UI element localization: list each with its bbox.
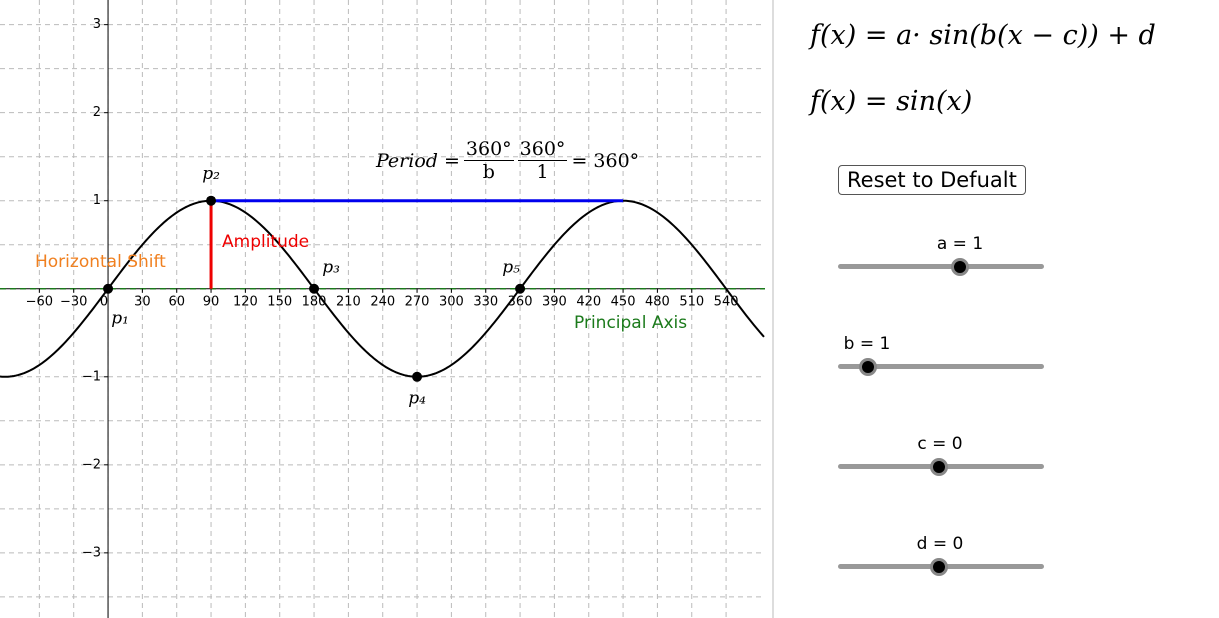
- x-tick-label: 240: [370, 294, 395, 309]
- annotation: Amplitude: [222, 232, 309, 252]
- x-tick-label: 450: [611, 294, 636, 309]
- numerator: 360°: [463, 138, 514, 161]
- x-tick-label: 480: [645, 294, 670, 309]
- slider-knob[interactable]: [951, 258, 969, 276]
- x-tick-label: 210: [336, 294, 361, 309]
- x-tick-label: 90: [203, 294, 220, 309]
- x-tick-label: 390: [542, 294, 567, 309]
- slider-knob[interactable]: [930, 458, 948, 476]
- formula: f(x) = sin(x): [810, 86, 973, 117]
- y-tick-label: 1: [93, 193, 101, 208]
- x-tick-label: 30: [134, 294, 151, 309]
- point-label: p₁: [111, 308, 129, 328]
- fraction: 360° b: [463, 138, 514, 183]
- slider-label: b = 1: [843, 334, 891, 354]
- point: [309, 283, 320, 294]
- denominator: 1: [536, 161, 549, 183]
- graph: −60 −30 0 30 60 90 120 150 180 210 240 270 300 330 360…: [0, 0, 765, 618]
- slider[interactable]: c = 0: [838, 434, 1044, 476]
- numerator: 360°: [517, 138, 568, 161]
- slider-label: c = 0: [917, 434, 963, 454]
- x-tick-label: 510: [679, 294, 704, 309]
- slider-knob[interactable]: [930, 558, 948, 576]
- x-tick-label: 0: [100, 294, 108, 309]
- period-lhs: Period =: [376, 149, 460, 172]
- slider[interactable]: d = 0: [838, 534, 1044, 576]
- x-tick-label: −60: [26, 294, 53, 309]
- slider-knob[interactable]: [859, 358, 877, 376]
- y-tick-label: 3: [93, 17, 101, 32]
- period-rhs: = 360°: [571, 149, 640, 172]
- y-tick-label: 2: [93, 105, 101, 120]
- point: [412, 371, 423, 382]
- period-formula: Period = 360° b 360° 1 = 360°: [376, 138, 639, 183]
- x-tick-label: 120: [233, 294, 258, 309]
- x-tick-label: 150: [267, 294, 292, 309]
- formula: f(x) = a· sin(b(x − c)) + d: [810, 20, 1156, 51]
- x-tick-label: 300: [439, 294, 464, 309]
- point: [103, 283, 114, 294]
- slider-label: a = 1: [936, 234, 984, 254]
- point: [206, 195, 217, 206]
- point: [515, 283, 526, 294]
- slider-track: [838, 364, 1044, 369]
- x-tick-label: 330: [473, 294, 498, 309]
- sine-curve: [0, 199, 765, 378]
- annotation: Principal Axis: [574, 313, 687, 333]
- slider[interactable]: b = 1: [838, 334, 1044, 376]
- point-label: p₃: [322, 257, 340, 277]
- annotation: Horizontal Shift: [35, 252, 166, 272]
- y-tick-label: −3: [82, 545, 101, 560]
- y-tick-label: −1: [82, 369, 101, 384]
- x-tick-label: 60: [168, 294, 185, 309]
- point-label: p₄: [408, 388, 426, 408]
- x-tick-label: −30: [60, 294, 87, 309]
- y-tick-label: −2: [82, 457, 101, 472]
- point-label: p₅: [502, 257, 520, 277]
- side-panel: f(x) = a· sin(b(x − c)) + d f(x) = sin(x…: [772, 0, 1219, 618]
- fraction: 360° 1: [517, 138, 568, 183]
- denominator: b: [482, 161, 495, 183]
- slider[interactable]: a = 1: [838, 234, 1044, 276]
- slider-track: [838, 264, 1044, 269]
- point-label: p₂: [202, 164, 220, 184]
- x-tick-label: 420: [576, 294, 601, 309]
- slider-label: d = 0: [916, 534, 964, 554]
- reset-button[interactable]: Reset to Defualt: [838, 165, 1026, 195]
- x-tick-label: 270: [405, 294, 430, 309]
